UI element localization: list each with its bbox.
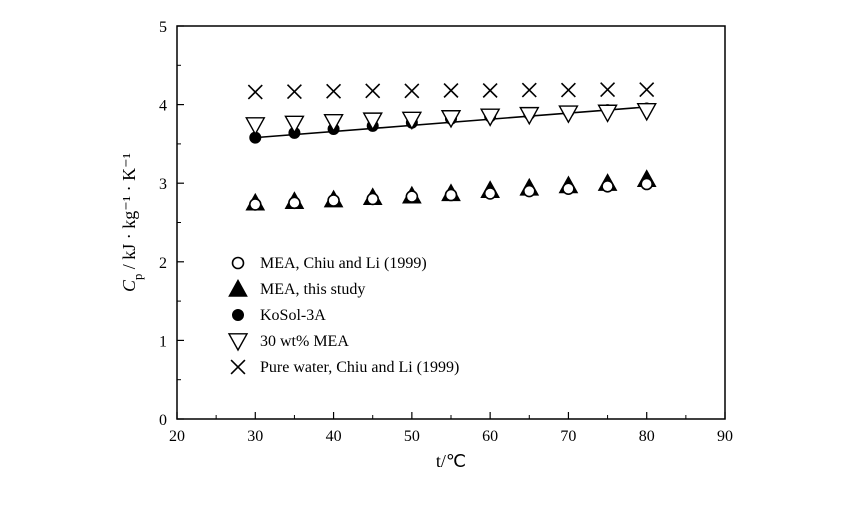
marker-tri-down-open: [599, 105, 617, 121]
x-tick-label: 90: [717, 428, 733, 445]
legend-label: KoSol-3A: [260, 307, 326, 324]
scatter-plot: 20 30 40 50 60 70 80 90 0 1 2 3 4 5 t/℃ Cp / kJ · kg⁻¹ …: [0, 0, 859, 509]
series-mea_chiu: [250, 178, 652, 209]
marker-circle-open: [367, 193, 378, 204]
series-mea30: [246, 104, 655, 134]
marker-tri-down-open: [442, 111, 460, 127]
marker-tri-down-open: [246, 118, 264, 134]
x-tick-label: 60: [482, 428, 498, 445]
x-tick-label: 70: [560, 428, 576, 445]
marker-tri-down-open: [229, 334, 247, 350]
marker-tri-down-open: [638, 104, 656, 120]
marker-tri-up-filled: [229, 280, 247, 296]
marker-tri-down-open: [285, 116, 303, 132]
marker-circle-open: [485, 188, 496, 199]
x-tick-label: 30: [247, 428, 263, 445]
marker-circle-open: [524, 186, 535, 197]
y-tick-label: 4: [159, 98, 167, 115]
y-tick-label: 3: [159, 176, 167, 193]
x-tick-label: 80: [639, 428, 655, 445]
series-water: [248, 83, 653, 99]
marker-tri-down-open: [481, 109, 499, 125]
x-tick-label: 40: [326, 428, 342, 445]
y-tick-label: 0: [159, 412, 167, 429]
legend: MEA, Chiu and Li (1999) MEA, this study Ko…: [229, 255, 459, 376]
x-tick-label: 20: [169, 428, 185, 445]
marker-circle-filled: [233, 310, 244, 321]
marker-tri-down-open: [364, 113, 382, 129]
y-tick-label: 2: [159, 255, 167, 272]
marker-circle-open: [446, 189, 457, 200]
y-tick-label: 1: [159, 333, 167, 350]
marker-circle-open: [250, 199, 261, 210]
chart-container: 20 30 40 50 60 70 80 90 0 1 2 3 4 5 t/℃ Cp / kJ · kg⁻¹ …: [0, 0, 859, 509]
x-axis-label: t/℃: [436, 451, 466, 471]
x-tick-label: 50: [404, 428, 420, 445]
marker-circle-open: [602, 181, 613, 192]
marker-circle-open: [233, 258, 244, 269]
legend-label: MEA, Chiu and Li (1999): [260, 255, 427, 272]
marker-circle-open: [328, 195, 339, 206]
marker-circle-open: [641, 178, 652, 189]
marker-circle-open: [289, 197, 300, 208]
legend-label: 30 wt% MEA: [260, 333, 349, 350]
marker-tri-down-open: [325, 115, 343, 131]
y-tick-label: 5: [159, 19, 167, 36]
y-axis-label: Cp / kJ · kg⁻¹ · K⁻¹: [119, 153, 145, 292]
legend-label: Pure water, Chiu and Li (1999): [260, 359, 459, 376]
legend-label: MEA, this study: [260, 281, 365, 298]
marker-circle-open: [406, 191, 417, 202]
marker-circle-open: [563, 183, 574, 194]
